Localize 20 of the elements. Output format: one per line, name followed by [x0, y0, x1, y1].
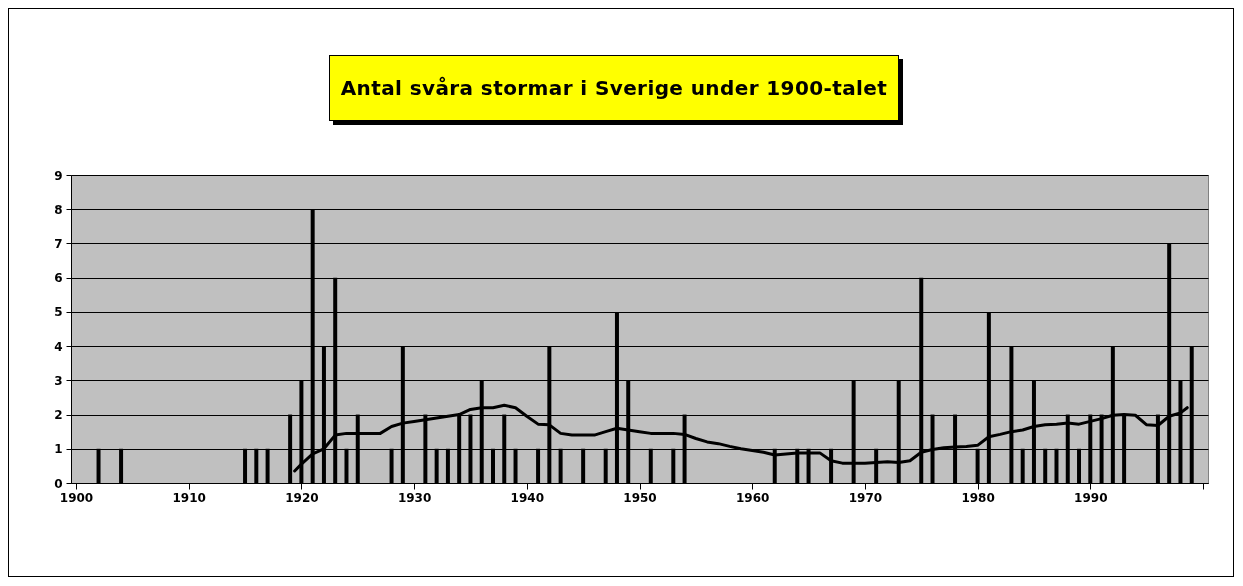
x-tick-label: 1900	[59, 490, 94, 505]
x-tick-label: 1940	[510, 490, 544, 505]
y-tick-label: 1	[54, 442, 63, 457]
x-tick-label: 1930	[397, 490, 432, 505]
y-tick-label: 5	[54, 305, 63, 320]
y-tick-label: 2	[54, 408, 63, 423]
y-tick-label: 9	[54, 168, 63, 183]
y-tick-label: 0	[54, 476, 63, 491]
x-tick-label: 1950	[623, 490, 657, 505]
x-tick-label: 1980	[961, 490, 995, 505]
x-tick-label: 1920	[285, 490, 319, 505]
x-tick-label: 1960	[736, 490, 770, 505]
y-tick-label: 4	[54, 339, 63, 354]
x-tick-label: 1910	[172, 490, 206, 505]
y-tick-label: 6	[54, 271, 63, 286]
y-tick-label: 7	[54, 236, 63, 251]
y-tick-label: 8	[54, 202, 63, 217]
y-tick-label: 3	[54, 373, 63, 388]
x-tick-label: 1990	[1074, 490, 1108, 505]
x-tick-label: 1970	[848, 490, 883, 505]
